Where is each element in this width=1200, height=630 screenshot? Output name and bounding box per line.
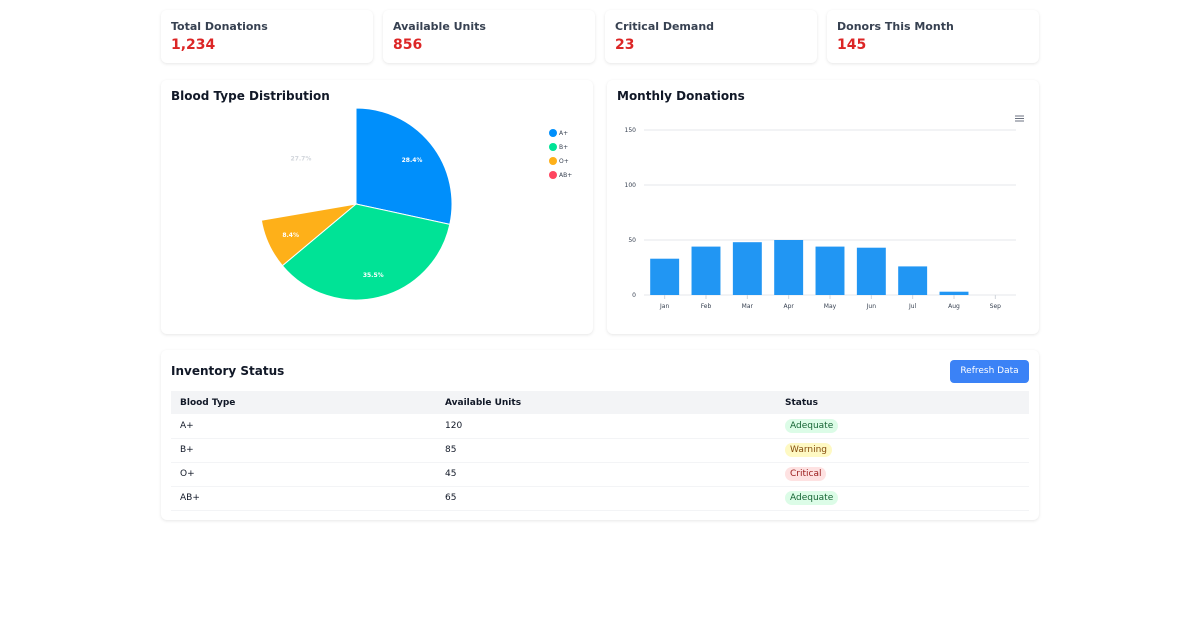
stat-card-total-donations: Total Donations 1,234 (161, 10, 373, 63)
bar-feb[interactable] (691, 246, 721, 295)
bar-jan[interactable] (650, 258, 680, 295)
x-tick-label: Aug (948, 303, 960, 310)
stat-value: 23 (615, 37, 635, 53)
x-tick-label: Jul (908, 303, 917, 310)
pie-slice-a-pos[interactable] (355, 107, 453, 225)
column-header-status: Status (785, 397, 818, 408)
stat-label: Available Units (393, 20, 486, 33)
pie-data-label: 28.4% (402, 157, 423, 164)
pie-slice-b-pos[interactable] (281, 203, 451, 301)
cell-blood-type: A+ (171, 414, 436, 439)
x-tick-label: May (824, 303, 837, 310)
stat-value: 856 (393, 37, 423, 53)
stat-label: Donors This Month (837, 20, 954, 33)
blood-type-distribution-card: Blood Type Distribution 28.4% 35.5% 8.4% 27… (161, 80, 593, 334)
refresh-data-button[interactable]: Refresh Data (950, 359, 1029, 383)
legend-marker (549, 171, 557, 179)
table-row: AB+ 65 Adequate (171, 486, 1029, 511)
x-tick-label: Apr (783, 303, 794, 310)
bar-may[interactable] (815, 246, 845, 295)
table-row: A+ 120 Adequate (171, 414, 1029, 439)
status-badge: Warning (785, 443, 833, 457)
cell-blood-type: O+ (171, 462, 436, 487)
table-row: B+ 85 Warning (171, 438, 1029, 463)
pie-chart-title: Blood Type Distribution (171, 89, 330, 103)
pie-data-label: 27.7% (291, 156, 312, 163)
y-tick-label: 150 (625, 127, 637, 134)
cell-status: Critical (776, 462, 1029, 487)
x-tick-label: Jan (659, 303, 669, 310)
inventory-table: Blood Type Available Units Status A+ 120… (171, 391, 1029, 511)
cell-available-units: 120 (436, 414, 776, 439)
stat-value: 145 (837, 37, 867, 53)
table-row: O+ 45 Critical (171, 462, 1029, 487)
x-tick-label: Sep (990, 303, 1002, 310)
status-badge: Adequate (785, 418, 839, 433)
legend-item[interactable]: A+ (559, 130, 568, 137)
inventory-header: Inventory Status Refresh Data (171, 359, 1029, 383)
pie-chart: 28.4% 35.5% 8.4% 27.7% A+ B+ O+ AB+ (260, 107, 572, 301)
cell-available-units: 45 (436, 462, 776, 487)
pie-data-label: 35.5% (363, 272, 384, 279)
bar-aug[interactable] (939, 291, 969, 295)
y-tick-label: 0 (632, 292, 636, 299)
status-badge: Critical (785, 467, 827, 481)
cell-blood-type: B+ (171, 438, 436, 463)
cell-available-units: 85 (436, 438, 776, 463)
y-tick-label: 50 (628, 237, 636, 244)
stat-card-donors-this-month: Donors This Month 145 (827, 10, 1039, 63)
bar-mar[interactable] (732, 242, 762, 295)
bar-chart: 0 50 100 150 Jan Feb Mar Apr May Jun Jul Aug Sep (625, 115, 1024, 310)
cell-blood-type: AB+ (171, 486, 436, 511)
status-badge: Adequate (785, 491, 839, 505)
bar-jun[interactable] (856, 247, 886, 295)
column-header-available-units: Available Units (445, 397, 522, 408)
stat-card-available-units: Available Units 856 (383, 10, 595, 63)
bar-jul[interactable] (898, 266, 928, 295)
stats-row: Total Donations 1,234 Available Units 85… (161, 10, 1039, 63)
monthly-donations-card: Monthly Donations 0 50 100 150 Jan Feb Mar Apr M… (607, 80, 1039, 334)
bar-chart-title: Monthly Donations (617, 89, 745, 103)
pie-slice-o-pos[interactable] (260, 203, 358, 267)
y-tick-label: 100 (625, 182, 637, 189)
legend-marker (549, 157, 557, 165)
stat-card-critical-demand: Critical Demand 23 (605, 10, 817, 63)
bar-apr[interactable] (774, 240, 804, 295)
table-header-row: Blood Type Available Units Status (171, 391, 1029, 414)
x-tick-label: Feb (701, 303, 712, 310)
legend-item[interactable]: O+ (559, 158, 569, 165)
stat-value: 1,234 (171, 37, 216, 53)
stat-label: Total Donations (171, 20, 268, 33)
x-tick-label: Mar (742, 303, 754, 310)
legend-item[interactable]: B+ (559, 144, 568, 151)
x-tick-label: Jun (866, 303, 877, 310)
legend-marker (549, 143, 557, 151)
pie-data-label: 8.4% (282, 232, 299, 239)
inventory-title: Inventory Status (171, 364, 285, 378)
dashboard: Total Donations 1,234 Available Units 85… (161, 10, 1039, 520)
legend-marker (549, 129, 557, 137)
cell-status: Adequate (776, 486, 1029, 511)
charts-row: Blood Type Distribution 28.4% 35.5% 8.4% 27… (161, 80, 1039, 334)
cell-status: Warning (776, 438, 1029, 463)
hamburger-menu-icon[interactable] (1015, 115, 1024, 122)
inventory-status-card: Inventory Status Refresh Data Blood Type… (161, 350, 1039, 520)
column-header-blood-type: Blood Type (180, 397, 236, 408)
cell-available-units: 65 (436, 486, 776, 511)
stat-label: Critical Demand (615, 20, 715, 33)
cell-status: Adequate (776, 414, 1029, 439)
legend-item[interactable]: AB+ (559, 172, 572, 179)
